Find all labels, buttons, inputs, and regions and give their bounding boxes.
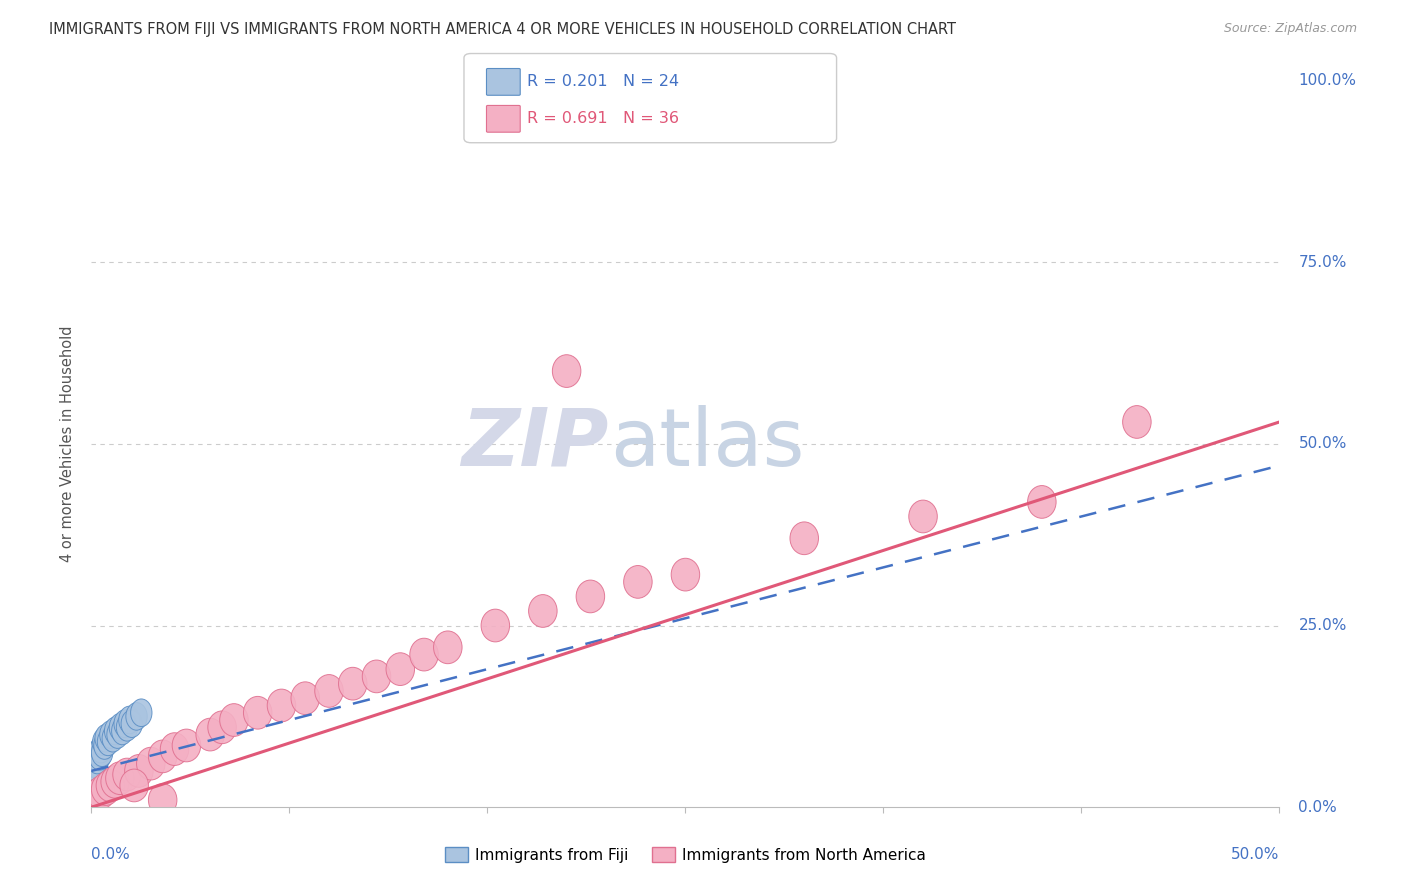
Ellipse shape (100, 721, 121, 748)
Text: Source: ZipAtlas.com: Source: ZipAtlas.com (1223, 22, 1357, 36)
Ellipse shape (131, 699, 152, 727)
Ellipse shape (315, 674, 343, 707)
Ellipse shape (83, 750, 104, 778)
Text: 0.0%: 0.0% (91, 847, 131, 863)
Text: 0.0%: 0.0% (1299, 800, 1337, 814)
Ellipse shape (363, 660, 391, 693)
Ellipse shape (291, 681, 319, 714)
Ellipse shape (82, 780, 111, 813)
Ellipse shape (96, 724, 117, 752)
Ellipse shape (160, 732, 188, 765)
Ellipse shape (671, 558, 700, 591)
Ellipse shape (1028, 485, 1056, 518)
Ellipse shape (118, 706, 141, 734)
Ellipse shape (104, 717, 127, 745)
Ellipse shape (97, 728, 118, 756)
Ellipse shape (107, 721, 128, 748)
Ellipse shape (91, 772, 120, 805)
Ellipse shape (89, 742, 111, 770)
Ellipse shape (553, 355, 581, 387)
Ellipse shape (908, 500, 938, 533)
Ellipse shape (84, 754, 105, 781)
Text: atlas: atlas (610, 405, 806, 483)
Text: R = 0.691   N = 36: R = 0.691 N = 36 (527, 112, 679, 127)
Text: 100.0%: 100.0% (1299, 73, 1357, 87)
Ellipse shape (91, 739, 112, 766)
Ellipse shape (96, 769, 125, 802)
Ellipse shape (172, 729, 201, 762)
Ellipse shape (529, 595, 557, 627)
Ellipse shape (136, 747, 165, 780)
Legend: Immigrants from Fiji, Immigrants from North America: Immigrants from Fiji, Immigrants from No… (439, 840, 932, 869)
Ellipse shape (120, 769, 149, 802)
Ellipse shape (125, 755, 153, 788)
Ellipse shape (339, 667, 367, 700)
Text: 50.0%: 50.0% (1299, 436, 1347, 451)
Ellipse shape (481, 609, 509, 642)
Y-axis label: 4 or more Vehicles in Household: 4 or more Vehicles in Household (60, 326, 76, 562)
Ellipse shape (121, 710, 142, 738)
Ellipse shape (267, 690, 295, 722)
Ellipse shape (127, 703, 148, 731)
Ellipse shape (243, 697, 271, 729)
Ellipse shape (87, 776, 115, 809)
Ellipse shape (117, 714, 138, 741)
Text: 25.0%: 25.0% (1299, 618, 1347, 633)
Ellipse shape (576, 580, 605, 613)
Ellipse shape (87, 747, 108, 774)
Ellipse shape (90, 735, 111, 763)
Ellipse shape (93, 728, 114, 756)
Ellipse shape (101, 765, 129, 798)
Ellipse shape (149, 740, 177, 772)
Ellipse shape (110, 714, 131, 741)
Text: ZIP: ZIP (461, 405, 609, 483)
Text: IMMIGRANTS FROM FIJI VS IMMIGRANTS FROM NORTH AMERICA 4 OR MORE VEHICLES IN HOUS: IMMIGRANTS FROM FIJI VS IMMIGRANTS FROM … (49, 22, 956, 37)
Ellipse shape (433, 631, 463, 664)
Ellipse shape (112, 758, 141, 791)
Ellipse shape (105, 762, 134, 795)
Ellipse shape (111, 717, 134, 745)
Ellipse shape (208, 711, 236, 744)
Ellipse shape (1122, 406, 1152, 438)
Ellipse shape (195, 718, 225, 751)
Text: 75.0%: 75.0% (1299, 254, 1347, 269)
Text: 50.0%: 50.0% (1232, 847, 1279, 863)
Ellipse shape (219, 704, 249, 737)
Ellipse shape (87, 739, 110, 766)
Ellipse shape (387, 653, 415, 685)
Ellipse shape (409, 639, 439, 671)
Ellipse shape (103, 724, 124, 752)
Ellipse shape (94, 731, 115, 759)
Ellipse shape (790, 522, 818, 555)
Text: R = 0.201   N = 24: R = 0.201 N = 24 (527, 74, 679, 89)
Ellipse shape (114, 710, 135, 738)
Ellipse shape (86, 742, 107, 770)
Ellipse shape (149, 784, 177, 816)
Ellipse shape (624, 566, 652, 599)
